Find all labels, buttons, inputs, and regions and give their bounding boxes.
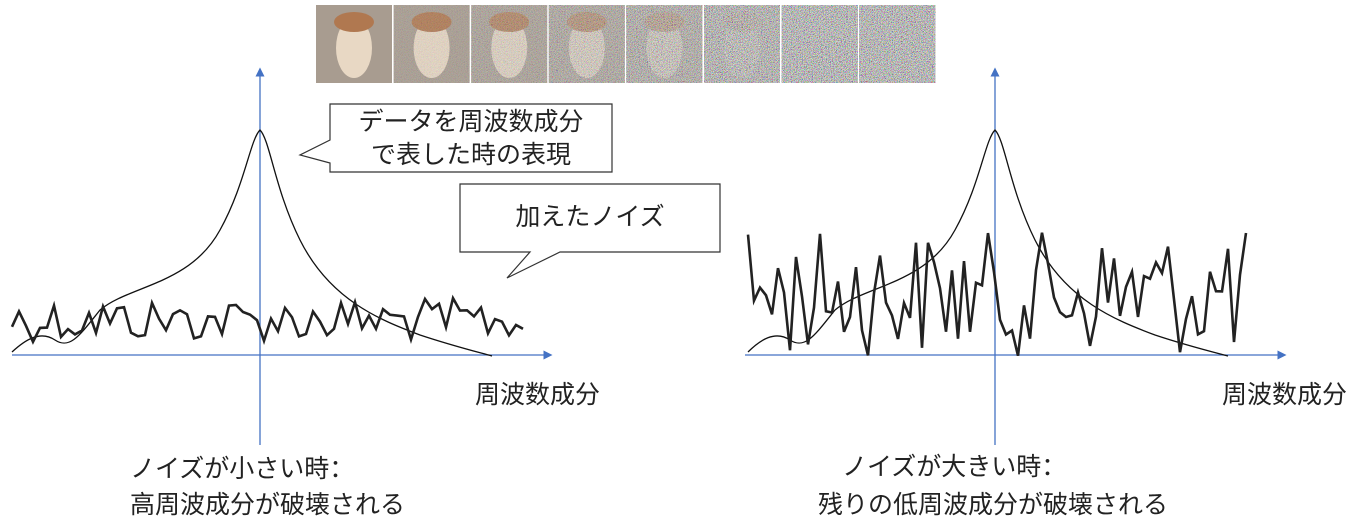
thumb-part (394, 5, 470, 83)
caption: ノイズが大きい時： (842, 452, 1066, 481)
callout-text: で表した時の表現 (371, 140, 571, 169)
noise-image-strip (316, 5, 935, 83)
thumb-part (334, 12, 374, 32)
axis-label: 周波数成分 (475, 380, 600, 409)
thumb-part (704, 5, 780, 83)
caption: 高周波成分が破壊される (130, 490, 405, 519)
thumb-part (471, 5, 547, 83)
thumb-part (859, 5, 935, 83)
callout-text: データを周波数成分 (358, 107, 583, 136)
caption: 残りの低周波成分が破壊される (818, 490, 1168, 519)
thumb-part (782, 5, 858, 83)
thumb-part (626, 5, 702, 83)
noise-line (748, 233, 1246, 356)
axis-label: 周波数成分 (1222, 380, 1347, 409)
diagram: 周波数成分 ノイズが小さい時： 高周波成分が破壊される 周波数成分 ノイズが大き… (0, 0, 1366, 525)
callout-text: 加えたノイズ (515, 202, 664, 231)
noise-line (12, 298, 523, 342)
thumb-part (549, 5, 625, 83)
caption: ノイズが小さい時： (130, 454, 354, 483)
callout (460, 184, 720, 278)
